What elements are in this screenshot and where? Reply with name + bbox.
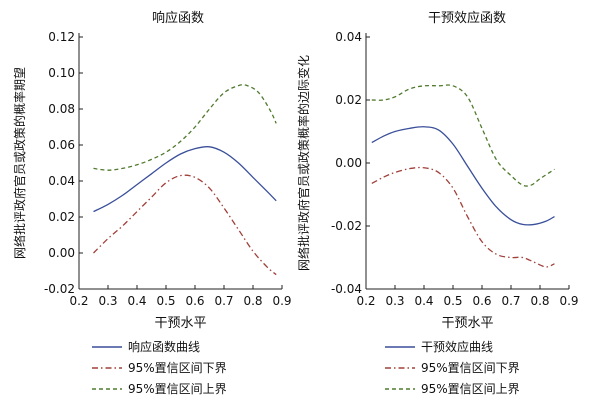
legend-swatch-solid (92, 346, 122, 348)
x-tick-label: 0.7 (501, 294, 520, 308)
series-line (93, 84, 277, 171)
x-tick-label: 0.3 (385, 294, 404, 308)
x-tick-label: 0.3 (98, 294, 117, 308)
x-tick-label: 0.2 (69, 294, 88, 308)
x-tick-label: 0.4 (414, 294, 433, 308)
y-tick-label: 0.04 (335, 30, 362, 44)
y-tick-label: 0.06 (48, 138, 75, 152)
legend-label: 响应函数曲线 (128, 340, 201, 354)
legend-label: 95%置信区间下界 (128, 361, 227, 375)
series-line (93, 146, 277, 213)
x-axis-label: 干预水平 (154, 316, 206, 331)
right-legend: 干预效应曲线 95%置信区间下界 95%置信区间上界 (385, 339, 585, 399)
series-line (93, 174, 277, 276)
x-tick-label: 0.5 (156, 294, 175, 308)
y-axis-label: 网络批评政府官员或政策的概率期望 (12, 67, 27, 259)
y-tick-label: 0.02 (48, 210, 75, 224)
legend-swatch-dashed (92, 388, 122, 390)
y-tick-label: 0.00 (48, 246, 75, 260)
y-tick-label: 0.10 (48, 66, 75, 80)
response-function-panel: 0.2 0.3 0.4 0.5 0.6 0.7 0.8 0.9 -0.02 0.00 0.02 0.0… (12, 10, 292, 331)
x-tick-label: 0.8 (243, 294, 262, 308)
y-tick-label: 0.04 (48, 174, 75, 188)
x-tick-label: 0.6 (472, 294, 491, 308)
legend-swatch-dashdot (385, 367, 415, 369)
x-axis-label: 干预水平 (441, 316, 493, 331)
series-line (371, 166, 555, 268)
legend-swatch-solid (385, 346, 415, 348)
x-tick-label: 0.9 (559, 294, 578, 308)
chart-title: 干预效应函数 (428, 10, 506, 26)
series-line (371, 84, 555, 187)
y-tick-label: 0.08 (48, 102, 75, 116)
legend-label: 95%置信区间下界 (421, 361, 520, 375)
x-tick-label: 0.6 (185, 294, 204, 308)
legend-label: 95%置信区间上界 (128, 382, 227, 396)
x-tick-label: 0.7 (214, 294, 233, 308)
x-tick-label: 0.5 (443, 294, 462, 308)
chart-title: 响应函数 (152, 10, 204, 26)
legend-swatch-dashdot (92, 367, 122, 369)
x-tick-label: 0.9 (272, 294, 291, 308)
y-tick-label: 0.00 (335, 156, 362, 170)
x-tick-label: 0.8 (530, 294, 549, 308)
x-tick-label: 0.2 (356, 294, 375, 308)
y-tick-label: -0.02 (44, 282, 75, 296)
legend-swatch-dashed (385, 388, 415, 390)
y-tick-label: 0.12 (48, 30, 75, 44)
y-tick-label: -0.04 (331, 282, 362, 296)
y-tick-label: 0.02 (335, 93, 362, 107)
intervention-effect-panel: 0.2 0.3 0.4 0.5 0.6 0.7 0.8 0.9 -0.04 -0.02 0.00 0.… (296, 10, 579, 331)
y-axis-label: 网络批评政府官员或政策概率的边际变化 (296, 55, 311, 271)
y-tick-label: -0.02 (331, 219, 362, 233)
legend-label: 干预效应曲线 (421, 340, 494, 354)
series-line (371, 126, 555, 226)
x-tick-label: 0.4 (127, 294, 146, 308)
left-legend: 响应函数曲线 95%置信区间下界 95%置信区间上界 (92, 339, 292, 399)
legend-label: 95%置信区间上界 (421, 382, 520, 396)
